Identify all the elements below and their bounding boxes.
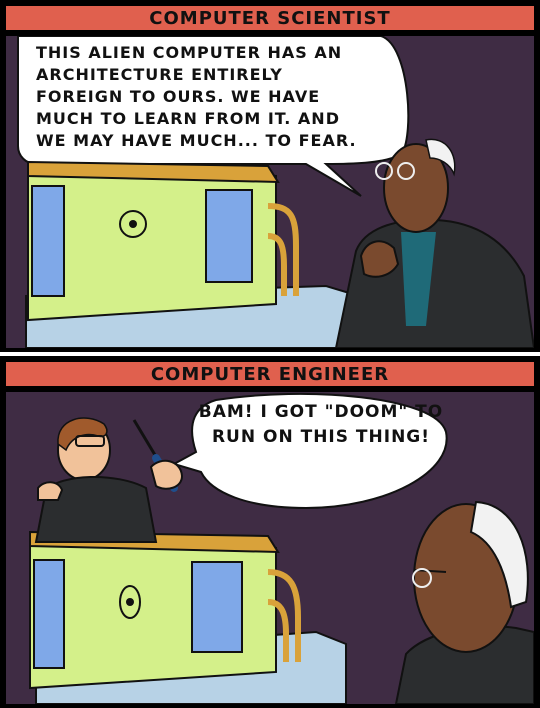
machine-tubes	[267, 203, 299, 296]
speech-text: THIS ALIEN COMPUTER HAS AN ARCHITECTURE …	[36, 43, 357, 150]
glasses-left	[375, 162, 393, 180]
machine-tubes	[267, 569, 301, 662]
machine-window-right	[205, 189, 253, 283]
glasses-right	[397, 162, 415, 180]
panel-caption: COMPUTER SCIENTIST	[4, 4, 536, 32]
machine-window-left	[33, 559, 65, 669]
scene-illustration	[29, 392, 534, 704]
panel-scene: BAM! I GOT "DOOM" TO RUN ON THIS THING!	[6, 392, 534, 704]
scene-illustration	[17, 36, 534, 348]
comic-panel-1: COMPUTER SCIENTIST THIS ALIEN COMPUTER H…	[0, 0, 540, 352]
scientist-hair	[425, 138, 456, 177]
speech-text: BAM! I GOT "DOOM" TO RUN ON THIS THING!	[198, 402, 444, 447]
machine-window-right	[191, 561, 243, 653]
scientist-hair	[469, 500, 529, 609]
speech-bubble	[17, 36, 410, 197]
machine-window-left	[31, 185, 65, 297]
panel-caption: COMPUTER ENGINEER	[4, 360, 536, 388]
scientist-hand	[359, 240, 400, 278]
engineer-hand	[37, 481, 64, 501]
engineer-glasses	[75, 435, 105, 447]
panel-scene: THIS ALIEN COMPUTER HAS AN ARCHITECTURE …	[6, 36, 534, 348]
comic-panel-2: COMPUTER ENGINEER	[0, 356, 540, 708]
speech-bubble	[171, 392, 448, 510]
engineer-hand-right	[149, 459, 184, 490]
scientist-shirt	[401, 232, 436, 326]
